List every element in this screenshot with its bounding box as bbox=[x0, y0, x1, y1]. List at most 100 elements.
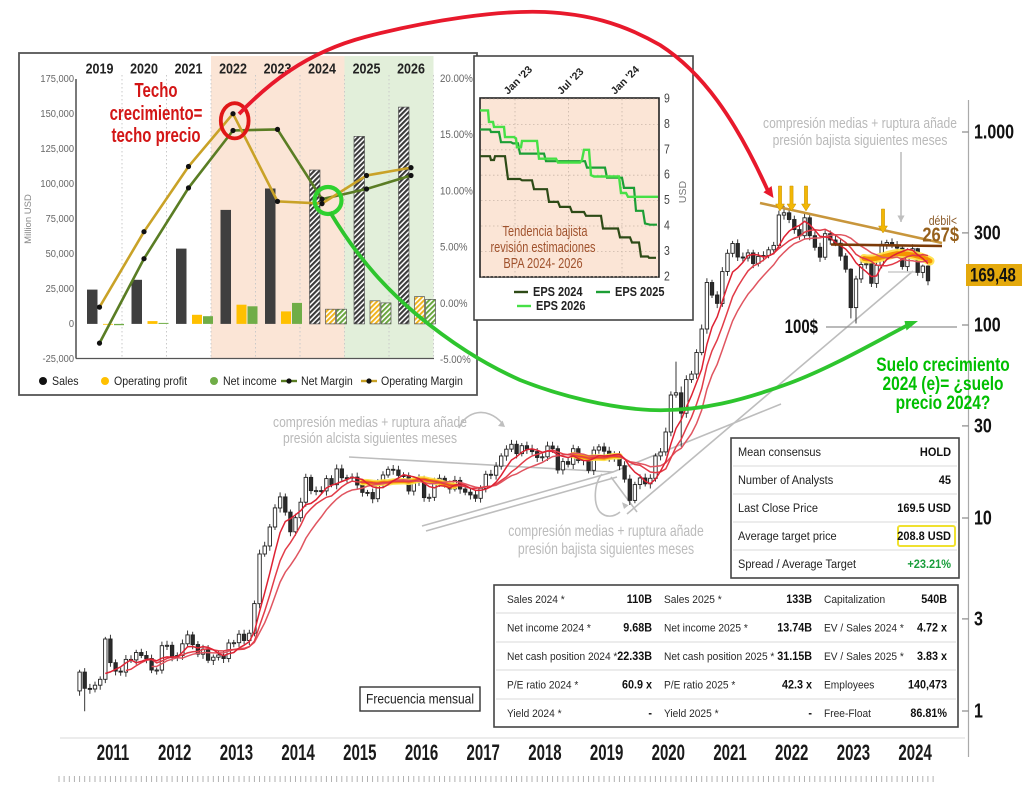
svg-text:2017: 2017 bbox=[467, 741, 500, 766]
svg-text:-5.00%: -5.00% bbox=[440, 355, 471, 367]
svg-text:-25,000: -25,000 bbox=[42, 354, 74, 366]
svg-text:3: 3 bbox=[974, 608, 983, 630]
svg-text:Operating Margin: Operating Margin bbox=[381, 376, 463, 389]
svg-text:Net Margin: Net Margin bbox=[301, 376, 353, 389]
svg-text:revisión estimaciones: revisión estimaciones bbox=[490, 239, 595, 256]
svg-text:Net income: Net income bbox=[223, 376, 277, 389]
svg-text:42.3 x: 42.3 x bbox=[782, 679, 813, 692]
svg-text:+23.21%: +23.21% bbox=[907, 557, 951, 571]
svg-text:Mean consensus: Mean consensus bbox=[738, 445, 821, 459]
svg-text:2020: 2020 bbox=[652, 741, 685, 766]
svg-text:9: 9 bbox=[664, 93, 670, 106]
svg-text:2023: 2023 bbox=[837, 741, 870, 766]
svg-text:Suelo crecimiento: Suelo crecimiento bbox=[876, 353, 1010, 375]
svg-text:débil<: débil< bbox=[929, 215, 957, 228]
svg-text:86.81%: 86.81% bbox=[910, 707, 947, 720]
svg-text:169,48: 169,48 bbox=[970, 264, 1016, 286]
svg-text:Sales 2025 *: Sales 2025 * bbox=[664, 594, 722, 607]
svg-text:presión bajista siguientes mes: presión bajista siguientes meses bbox=[518, 541, 694, 558]
svg-text:2011: 2011 bbox=[97, 741, 130, 766]
svg-text:208.8 USD: 208.8 USD bbox=[897, 529, 951, 543]
svg-text:3.83 x: 3.83 x bbox=[917, 651, 948, 664]
svg-text:presión alcista siguientes mes: presión alcista siguientes meses bbox=[283, 430, 457, 447]
svg-text:Frecuencia mensual: Frecuencia mensual bbox=[366, 691, 474, 707]
svg-text:Free-Float: Free-Float bbox=[824, 707, 871, 720]
svg-text:EPS 2026: EPS 2026 bbox=[536, 298, 586, 313]
svg-text:compresión medias + ruptura añ: compresión medias + ruptura añade bbox=[763, 115, 957, 132]
svg-text:Average target price: Average target price bbox=[738, 529, 837, 543]
svg-text:0.00%: 0.00% bbox=[440, 298, 467, 310]
svg-text:7: 7 bbox=[664, 144, 670, 157]
svg-text:2019: 2019 bbox=[590, 741, 623, 766]
svg-text:crecimiento=: crecimiento= bbox=[110, 102, 203, 125]
svg-text:133B: 133B bbox=[786, 594, 812, 607]
svg-text:3: 3 bbox=[664, 245, 670, 258]
svg-text:Number of Analysts: Number of Analysts bbox=[738, 473, 833, 487]
svg-text:175,000: 175,000 bbox=[40, 74, 74, 86]
svg-text:540B: 540B bbox=[921, 594, 947, 607]
svg-text:2015: 2015 bbox=[343, 741, 377, 766]
svg-text:15.00%: 15.00% bbox=[440, 130, 473, 142]
svg-text:0: 0 bbox=[69, 319, 75, 331]
svg-text:60.9 x: 60.9 x bbox=[622, 679, 653, 692]
svg-text:9.68B: 9.68B bbox=[623, 622, 652, 635]
svg-text:Capitalization: Capitalization bbox=[824, 594, 885, 607]
svg-text:Yield 2024 *: Yield 2024 * bbox=[507, 707, 562, 720]
svg-text:2012: 2012 bbox=[158, 741, 191, 766]
svg-text:Net income 2025 *: Net income 2025 * bbox=[664, 622, 749, 635]
svg-text:EV / Sales 2025 *: EV / Sales 2025 * bbox=[824, 651, 905, 664]
svg-text:Net cash position 2024 *: Net cash position 2024 * bbox=[507, 651, 618, 664]
svg-text:100: 100 bbox=[974, 314, 1001, 336]
svg-text:110B: 110B bbox=[627, 594, 652, 607]
svg-text:compresión medias + ruptura añ: compresión medias + ruptura añade bbox=[273, 414, 467, 431]
svg-text:10: 10 bbox=[974, 507, 992, 529]
svg-text:100,000: 100,000 bbox=[40, 179, 74, 191]
svg-text:presión bajista siguientes mes: presión bajista siguientes meses bbox=[773, 132, 948, 149]
svg-text:31.15B: 31.15B bbox=[777, 651, 812, 664]
svg-text:2013: 2013 bbox=[220, 741, 253, 766]
svg-text:2022: 2022 bbox=[775, 741, 808, 766]
svg-text:P/E ratio 2025 *: P/E ratio 2025 * bbox=[664, 679, 736, 692]
svg-text:100$: 100$ bbox=[785, 315, 819, 337]
svg-text:2021: 2021 bbox=[175, 60, 203, 76]
svg-text:5: 5 bbox=[664, 194, 670, 207]
svg-text:Spread / Average Target: Spread / Average Target bbox=[738, 557, 857, 571]
svg-text:6: 6 bbox=[664, 169, 670, 182]
svg-text:267$: 267$ bbox=[922, 223, 959, 246]
svg-text:BPA 2024- 2026: BPA 2024- 2026 bbox=[503, 255, 582, 272]
svg-text:USD: USD bbox=[677, 180, 689, 203]
svg-text:Tendencia bajista: Tendencia bajista bbox=[503, 223, 589, 240]
svg-text:50,000: 50,000 bbox=[46, 249, 75, 261]
svg-text:2024 (e)= ¿suelo: 2024 (e)= ¿suelo bbox=[883, 372, 1004, 394]
svg-text:precio 2024?: precio 2024? bbox=[896, 391, 991, 413]
svg-text:-: - bbox=[648, 707, 652, 720]
svg-text:125,000: 125,000 bbox=[40, 144, 74, 156]
svg-text:2024: 2024 bbox=[308, 60, 336, 76]
svg-text:2: 2 bbox=[664, 271, 670, 284]
svg-text:5.00%: 5.00% bbox=[440, 242, 467, 254]
svg-text:Operating profit: Operating profit bbox=[114, 376, 188, 389]
svg-text:10.00%: 10.00% bbox=[440, 186, 473, 198]
svg-text:4.72 x: 4.72 x bbox=[917, 622, 948, 635]
svg-text:Net cash position 2025 *: Net cash position 2025 * bbox=[664, 651, 775, 664]
svg-text:150,000: 150,000 bbox=[40, 109, 74, 121]
svg-text:Sales 2024 *: Sales 2024 * bbox=[507, 594, 565, 607]
svg-text:Techo: Techo bbox=[134, 79, 177, 102]
svg-text:EPS 2025: EPS 2025 bbox=[615, 284, 665, 299]
svg-text:Net income 2024 *: Net income 2024 * bbox=[507, 622, 592, 635]
svg-text:2019: 2019 bbox=[86, 60, 114, 76]
svg-text:EV / Sales 2024 *: EV / Sales 2024 * bbox=[824, 622, 905, 635]
svg-text:Employees: Employees bbox=[824, 679, 875, 692]
svg-text:45: 45 bbox=[939, 473, 952, 487]
svg-text:22.33B: 22.33B bbox=[617, 651, 652, 664]
svg-text:4: 4 bbox=[664, 220, 670, 233]
svg-text:compresión medias + ruptura añ: compresión medias + ruptura añade bbox=[508, 523, 704, 540]
svg-text:2018: 2018 bbox=[528, 741, 562, 766]
svg-text:Last Close Price: Last Close Price bbox=[738, 501, 818, 515]
svg-text:2016: 2016 bbox=[405, 741, 438, 766]
svg-text:2021: 2021 bbox=[713, 741, 747, 766]
svg-text:75,000: 75,000 bbox=[46, 214, 75, 226]
svg-text:Million USD: Million USD bbox=[23, 194, 34, 244]
svg-text:25,000: 25,000 bbox=[46, 284, 75, 296]
svg-text:300: 300 bbox=[974, 222, 1001, 244]
